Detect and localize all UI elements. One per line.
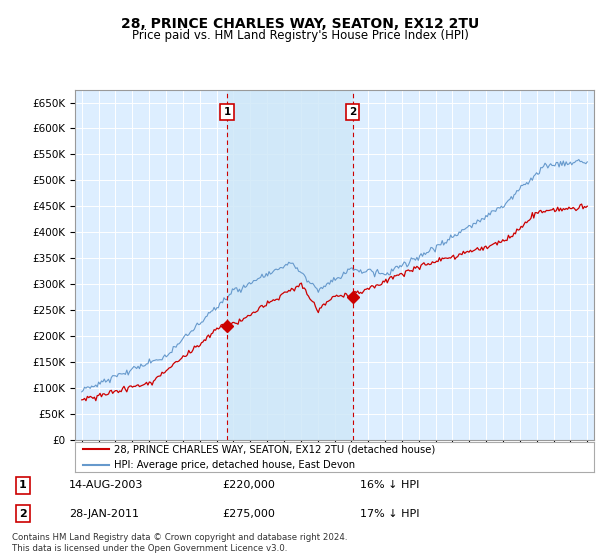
Text: 2: 2: [19, 508, 26, 519]
Text: Contains HM Land Registry data © Crown copyright and database right 2024.
This d: Contains HM Land Registry data © Crown c…: [12, 534, 347, 553]
Text: Price paid vs. HM Land Registry's House Price Index (HPI): Price paid vs. HM Land Registry's House …: [131, 29, 469, 43]
Text: 28, PRINCE CHARLES WAY, SEATON, EX12 2TU: 28, PRINCE CHARLES WAY, SEATON, EX12 2TU: [121, 17, 479, 31]
Text: 1: 1: [19, 480, 26, 491]
Text: HPI: Average price, detached house, East Devon: HPI: Average price, detached house, East…: [114, 460, 355, 470]
Text: 16% ↓ HPI: 16% ↓ HPI: [360, 480, 419, 491]
Text: 14-AUG-2003: 14-AUG-2003: [69, 480, 143, 491]
Text: 28, PRINCE CHARLES WAY, SEATON, EX12 2TU (detached house): 28, PRINCE CHARLES WAY, SEATON, EX12 2TU…: [114, 444, 435, 454]
Text: 28-JAN-2011: 28-JAN-2011: [69, 508, 139, 519]
Text: 1: 1: [223, 108, 230, 118]
Bar: [227, 90, 353, 440]
Text: £220,000: £220,000: [222, 480, 275, 491]
Text: 2: 2: [349, 108, 356, 118]
Text: £275,000: £275,000: [222, 508, 275, 519]
Text: 17% ↓ HPI: 17% ↓ HPI: [360, 508, 419, 519]
